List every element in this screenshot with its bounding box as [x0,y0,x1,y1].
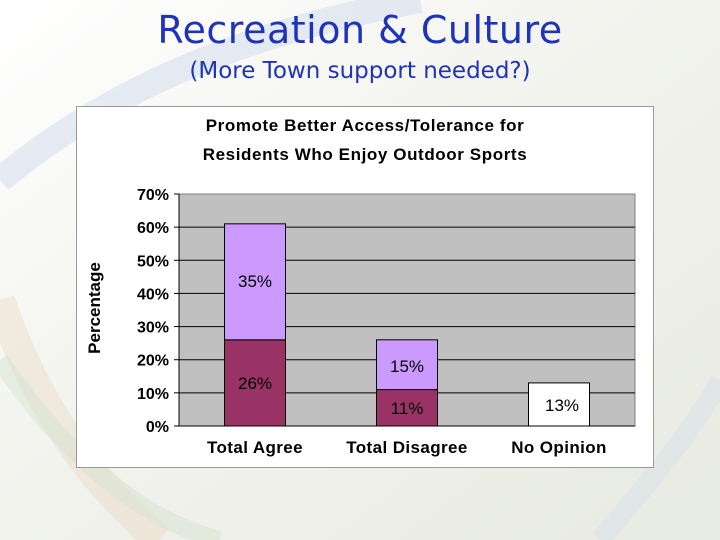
bar-segment [224,223,286,341]
y-tick-label: 20% [137,353,169,370]
data-label: 35% [238,272,272,291]
data-label: 13% [545,396,579,415]
bar-segment [376,389,438,427]
slide-title: Recreation & Culture [157,8,563,52]
x-tick-label: No Opinion [511,438,607,457]
bar-segment [224,339,286,427]
y-tick-label: 60% [137,220,169,237]
chart-container: Promote Better Access/Tolerance for Resid… [76,106,654,468]
x-tick-label: Total Agree [207,438,303,457]
bar-chart: Promote Better Access/Tolerance for Resid… [85,116,636,457]
bar-segment [376,339,438,391]
data-label: 15% [390,357,424,376]
y-tick-label: 10% [137,386,169,403]
y-tick-label: 40% [137,286,169,303]
data-label: 11% [391,399,424,418]
y-tick-label: 0% [146,419,169,436]
y-tick-label: 50% [137,253,169,270]
y-axis-label: Percentage [85,262,104,354]
slide-subtitle: (More Town support needed?) [189,58,531,84]
y-tick-label: 30% [137,320,169,337]
chart-title-line: Promote Better Access/Tolerance for [206,116,525,135]
data-label: 26% [238,374,272,393]
chart-title-line: Residents Who Enjoy Outdoor Sports [203,145,528,164]
x-tick-label: Total Disagree [346,438,468,457]
y-tick-label: 70% [137,187,169,204]
bar-segment [528,382,590,427]
